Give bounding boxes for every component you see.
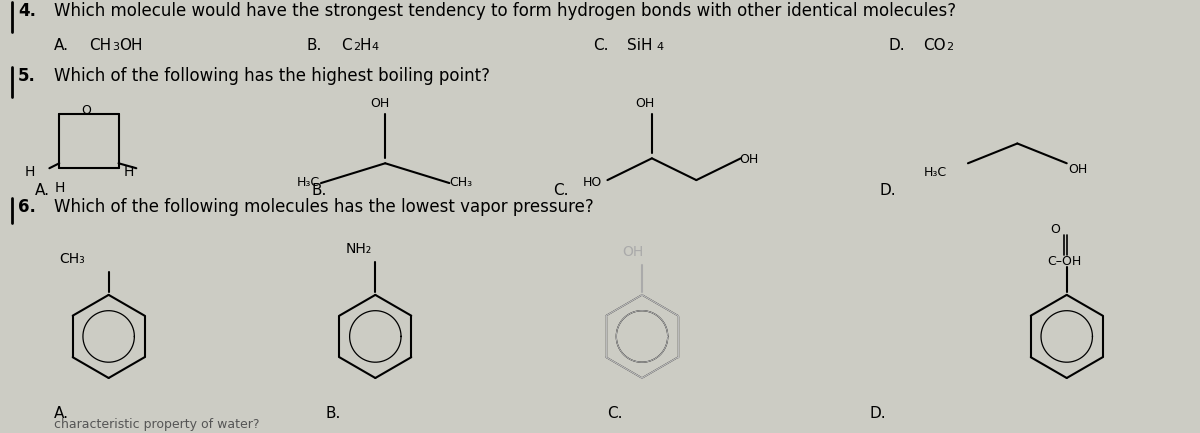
Text: H: H (54, 181, 65, 195)
Text: D.: D. (880, 183, 895, 198)
Text: CH₃: CH₃ (59, 252, 85, 266)
Text: D.: D. (889, 38, 906, 52)
Text: CH₃: CH₃ (450, 176, 473, 189)
Text: OH: OH (635, 97, 654, 110)
Text: A.: A. (54, 406, 70, 421)
Text: H: H (25, 165, 35, 179)
Text: OH: OH (1069, 163, 1088, 176)
Text: C.: C. (593, 38, 608, 52)
Text: Which of the following has the highest boiling point?: Which of the following has the highest b… (54, 67, 491, 85)
Text: 2: 2 (947, 42, 953, 52)
Text: 5.: 5. (18, 67, 36, 85)
Text: OH: OH (120, 38, 143, 52)
Text: OH: OH (623, 246, 643, 259)
Text: 2: 2 (354, 42, 361, 52)
Text: Which of the following molecules has the lowest vapor pressure?: Which of the following molecules has the… (54, 198, 594, 216)
Text: A.: A. (54, 38, 70, 52)
Text: C.: C. (607, 406, 623, 421)
Text: H: H (124, 165, 134, 179)
Text: CH: CH (89, 38, 112, 52)
Text: D.: D. (869, 406, 886, 421)
Text: O: O (1050, 223, 1060, 236)
Text: C.: C. (553, 183, 569, 198)
Text: 6.: 6. (18, 198, 36, 216)
Text: C–OH: C–OH (1046, 255, 1081, 268)
Text: 4: 4 (371, 42, 378, 52)
Text: H: H (360, 38, 371, 52)
Text: OH: OH (371, 97, 390, 110)
Text: characteristic property of water?: characteristic property of water? (54, 417, 260, 430)
Text: NH₂: NH₂ (346, 242, 372, 256)
Text: B.: B. (306, 38, 322, 52)
Text: CO: CO (924, 38, 946, 52)
Text: 3: 3 (113, 42, 120, 52)
Text: B.: B. (311, 183, 326, 198)
Text: A.: A. (35, 183, 49, 198)
Text: 4: 4 (656, 42, 664, 52)
Text: B.: B. (326, 406, 341, 421)
Text: C: C (341, 38, 352, 52)
Text: O: O (80, 104, 91, 117)
Text: SiH: SiH (628, 38, 653, 52)
Text: HO: HO (583, 176, 602, 189)
Text: 4.: 4. (18, 2, 36, 20)
Text: H₃C: H₃C (296, 176, 319, 189)
Text: H₃C: H₃C (924, 166, 947, 179)
Text: Which molecule would have the strongest tendency to form hydrogen bonds with oth: Which molecule would have the strongest … (54, 2, 956, 20)
Text: OH: OH (739, 153, 758, 166)
